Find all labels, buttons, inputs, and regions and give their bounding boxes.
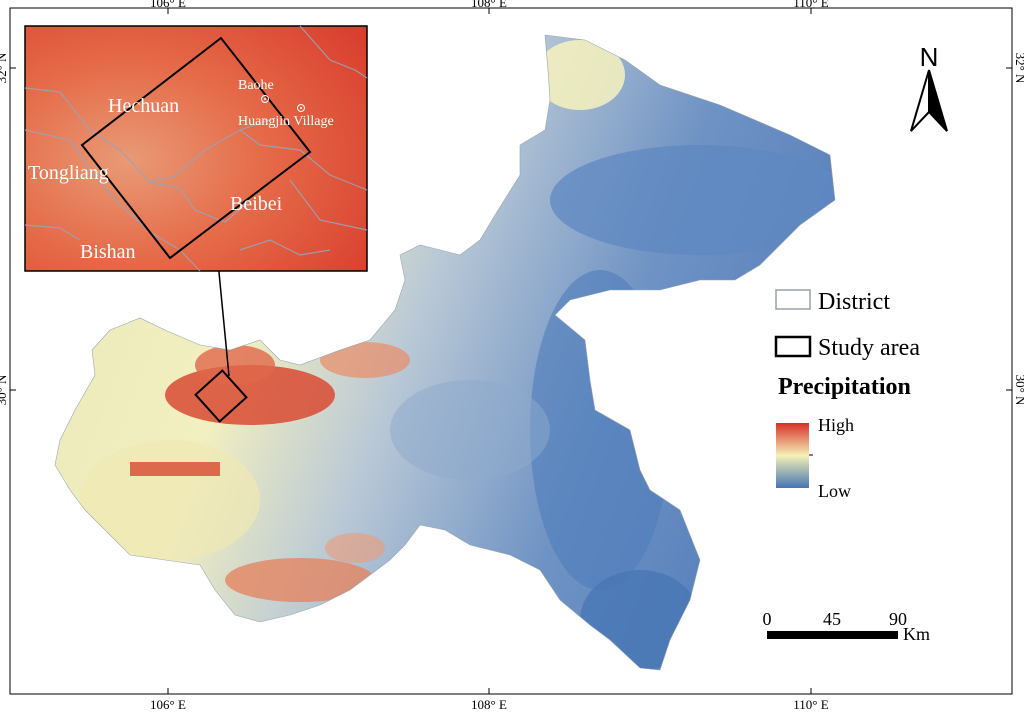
lat-tick-right-32: 32° N (1013, 53, 1024, 84)
lat-tick-right-30: 30° N (1013, 375, 1024, 406)
legend-low-label: Low (818, 481, 851, 501)
inset-label-bishan: Bishan (80, 241, 136, 263)
legend-high-label: High (818, 415, 854, 435)
inset-district-boundaries (24, 25, 368, 272)
scale-tick-0: 0 (763, 609, 772, 629)
inset-map: Hechuan Tongliang Beibei Bishan Baohe Hu… (24, 25, 368, 272)
north-arrow-icon: N (910, 42, 948, 132)
inset-label-tongliang: Tongliang (28, 162, 109, 184)
legend-district-label: District (818, 289, 890, 315)
lat-tick-left-32: 32° N (0, 52, 9, 83)
lat-tick-left-30: 30° N (0, 374, 9, 405)
scale-bar: 0 45 90 Km (763, 609, 931, 644)
huangjin-village-point-icon (297, 104, 305, 112)
legend: District Study area Precipitation High L… (774, 289, 920, 501)
scale-tick-45: 45 (823, 609, 841, 629)
inset-label-hechuan: Hechuan (108, 95, 179, 117)
graticule-ticks (10, 8, 1012, 694)
inset-label-baohe: Baohe (238, 78, 274, 93)
scale-tick-90: 90 (889, 609, 907, 629)
legend-study-area-swatch (774, 335, 812, 358)
lon-tick-bottom-110: 110° E (793, 697, 828, 712)
lon-tick-top-110: 110° E (793, 0, 828, 10)
legend-study-area-label: Study area (818, 335, 920, 361)
inset-label-beibei: Beibei (230, 193, 283, 215)
north-arrow-label: N (920, 42, 939, 72)
legend-title: Precipitation (778, 374, 911, 400)
inset-label-huangjin-village: Huangjin Village (238, 114, 334, 129)
lon-tick-bottom-106: 106° E (150, 697, 186, 712)
study-area-box (194, 369, 248, 423)
scale-unit: Km (903, 624, 930, 644)
legend-district-swatch (775, 289, 811, 310)
precipitation-surface (54, 34, 836, 671)
inset-study-area-box (80, 36, 312, 260)
lon-tick-top-108: 108° E (471, 0, 507, 10)
lon-tick-bottom-108: 108° E (471, 697, 507, 712)
legend-color-ramp (776, 423, 809, 488)
baohe-point-icon (261, 95, 269, 103)
lon-tick-top-106: 106° E (150, 0, 186, 10)
